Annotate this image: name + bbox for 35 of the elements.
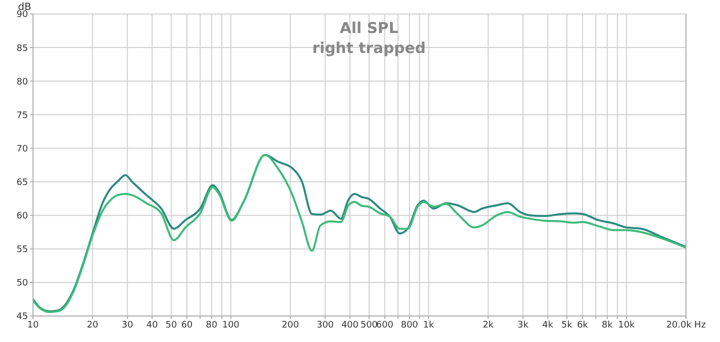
x-tick-label: 200 (282, 320, 300, 330)
y-tick-label: 45 (16, 312, 28, 322)
x-tick-label: 10k (618, 320, 636, 330)
x-tick-label: 20.0k Hz (666, 320, 706, 330)
x-tick-label: 100 (222, 320, 240, 330)
x-tick-label: 400 (341, 320, 359, 330)
x-tick-label: 2k (482, 320, 494, 330)
x-tick-label: 600 (376, 320, 394, 330)
y-tick-label: 55 (16, 245, 28, 256)
y-tick-label: 70 (16, 144, 28, 154)
y-tick-label: 90 (16, 10, 28, 20)
x-tick-label: 40 (146, 320, 158, 330)
x-tick-label: 10 (27, 320, 39, 330)
x-tick-label: 80 (206, 320, 218, 330)
x-tick-label: 30 (122, 320, 134, 330)
x-tick-label: 20 (86, 320, 99, 330)
x-tick-label: 5k (561, 320, 574, 330)
x-tick-label: 3k (518, 320, 530, 330)
x-tick-label: 6k (577, 320, 589, 330)
x-tick-label: 800 (400, 320, 418, 330)
text: right trapped (311, 38, 427, 58)
y-tick-label: 60 (16, 212, 28, 222)
y-tick-label: 75 (16, 110, 28, 121)
y-tick-label: 65 (16, 178, 28, 188)
x-tick-label: 60 (181, 320, 193, 330)
x-tick-label: 50 (166, 320, 178, 330)
y-tick-label: 85 (16, 44, 28, 54)
chart-title: All SPL (338, 18, 400, 38)
y-tick-label: 50 (16, 278, 28, 289)
x-tick-label: 1k (423, 320, 435, 330)
y-tick-label: 80 (16, 77, 28, 88)
x-tick-label: 4k (542, 320, 554, 330)
x-tick-label: 300 (316, 320, 334, 330)
x-tick-label: 8k (602, 320, 614, 330)
x-tick-label: 500 (360, 320, 378, 330)
